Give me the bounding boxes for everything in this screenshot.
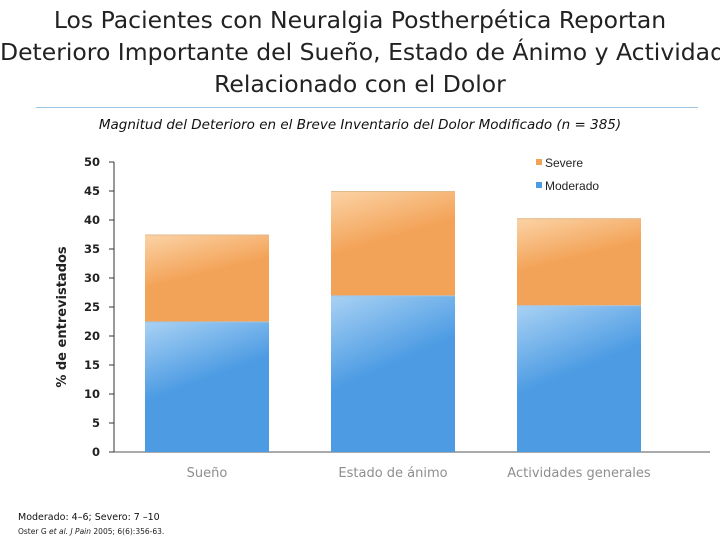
citation-journal: J Pain <box>70 527 92 536</box>
y-tick-label: 30 <box>84 271 100 285</box>
legend-swatch-moderado <box>536 182 542 188</box>
bar-severe <box>331 191 455 296</box>
footnote: Moderado: 4–6; Severo: 7 –10 <box>18 512 160 523</box>
title-divider <box>36 107 698 108</box>
slide-title: Los Pacientes con Neuralgia Postherpétic… <box>0 4 720 100</box>
y-tick-label: 5 <box>92 416 100 430</box>
citation-rest: 2005; 6(6):356-63. <box>93 527 165 536</box>
legend-label-severe: Severe <box>545 156 583 170</box>
bar-moderado <box>331 295 455 452</box>
y-tick-label: 20 <box>84 329 100 343</box>
title-line-1: Los Pacientes con Neuralgia Postherpétic… <box>53 6 667 34</box>
chart-title: Magnitud del Deterioro en el Breve Inven… <box>98 117 622 133</box>
y-tick-label: 40 <box>84 213 100 227</box>
y-tick-label: 25 <box>84 300 100 314</box>
y-tick-label: 0 <box>92 445 100 459</box>
y-tick-label: 50 <box>84 155 100 169</box>
x-category-label: Sueño <box>187 466 228 481</box>
bar-severe <box>517 218 641 306</box>
citation-etal: et al. <box>49 527 69 536</box>
y-tick-label: 10 <box>84 387 100 401</box>
y-tick-label: 35 <box>84 242 100 256</box>
x-category-label: Estado de ánimo <box>338 466 447 481</box>
legend-label-moderado: Moderado <box>545 179 599 193</box>
y-tick-label: 15 <box>84 358 100 372</box>
bar-severe <box>145 234 269 322</box>
y-tick-label: 45 <box>84 184 100 198</box>
title-line-2: Deterioro Importante del Sueño, Estado d… <box>0 38 720 66</box>
legend-swatch-severe <box>536 159 542 165</box>
citation: Oster G et al. J Pain 2005; 6(6):356-63. <box>18 527 164 536</box>
citation-author: Oster G <box>18 527 47 536</box>
x-category-label: Actividades generales <box>507 466 651 481</box>
y-axis-label: % de entrevistados <box>55 246 70 388</box>
title-line-3: Relacionado con el Dolor <box>214 70 506 98</box>
bar-moderado <box>145 321 269 452</box>
bar-moderado <box>517 305 641 452</box>
